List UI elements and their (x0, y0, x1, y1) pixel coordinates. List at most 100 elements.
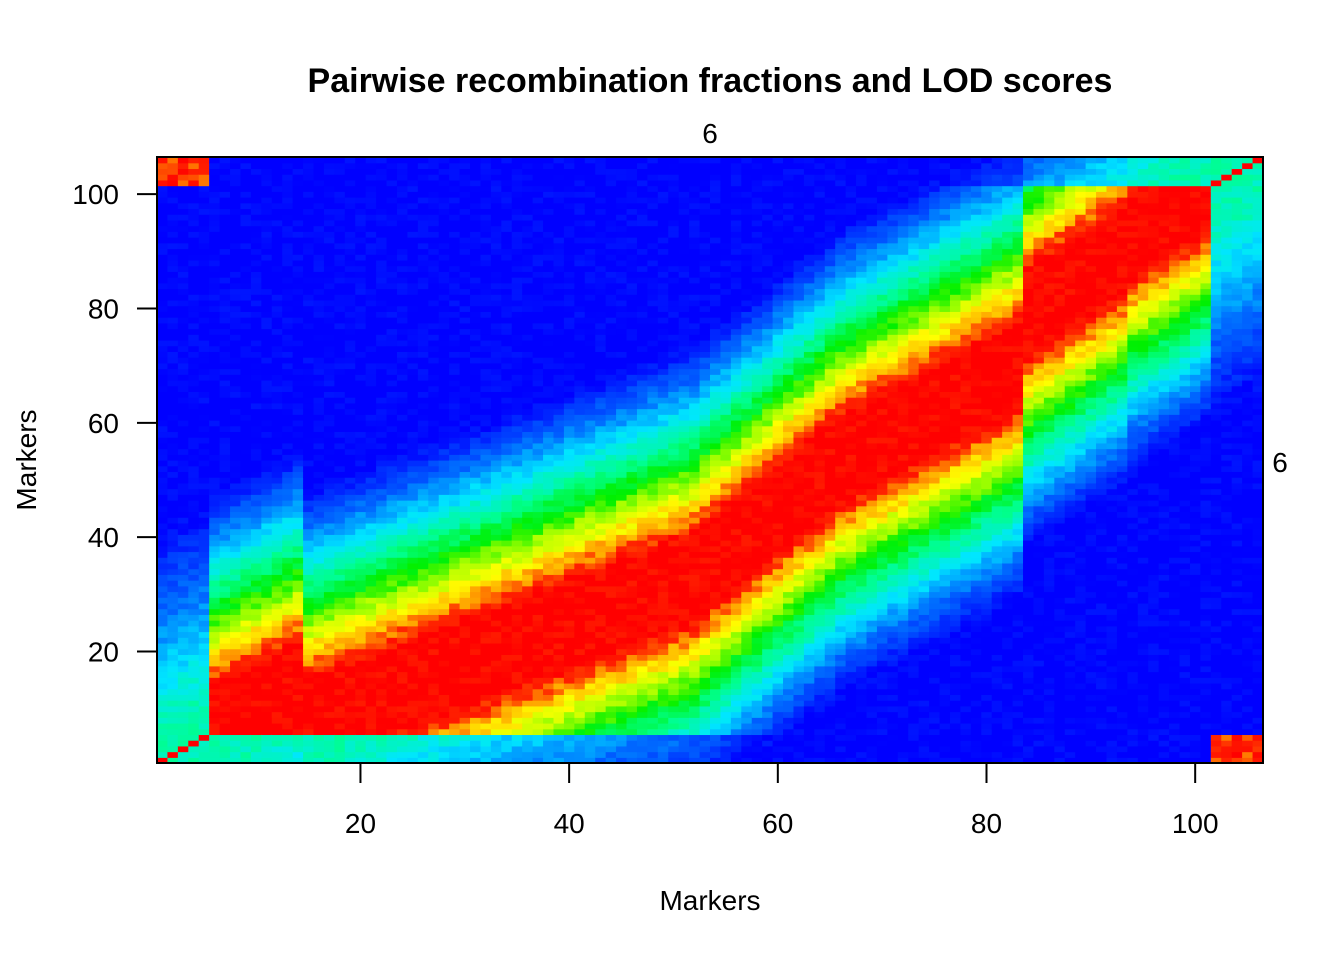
heatmap-cell (209, 225, 221, 232)
heatmap-cell (376, 705, 388, 713)
heatmap-cell (282, 705, 294, 713)
heatmap-cell (543, 442, 555, 450)
heatmap-cell (240, 402, 252, 410)
heatmap-cell (167, 591, 179, 598)
heatmap-cell (480, 745, 492, 753)
heatmap-cell (584, 317, 596, 324)
heatmap-cell (553, 174, 565, 181)
heatmap-cell (428, 648, 440, 655)
heatmap-cell (365, 351, 377, 358)
heatmap-cell (386, 625, 398, 633)
heatmap-cell (344, 454, 356, 461)
heatmap-cell (522, 219, 534, 227)
heatmap-cell (407, 311, 419, 318)
heatmap-cell (511, 191, 523, 198)
heatmap-cell (605, 757, 617, 764)
heatmap-cell (438, 580, 450, 587)
heatmap-cell (490, 728, 502, 736)
heatmap-cell (271, 665, 283, 673)
heatmap-cell (240, 745, 252, 753)
heatmap-cell (323, 568, 335, 575)
heatmap-cell (459, 362, 471, 370)
heatmap-cell (230, 700, 242, 707)
heatmap-cell (157, 214, 169, 221)
heatmap-cell (428, 580, 440, 587)
heatmap-cell (240, 391, 252, 398)
heatmap-cell (480, 437, 492, 444)
heatmap-cell (396, 517, 409, 524)
heatmap-cell (250, 425, 262, 433)
heatmap-cell (303, 374, 315, 381)
heatmap-cell (449, 208, 461, 215)
heatmap-cell (522, 500, 534, 507)
heatmap-cell (647, 700, 659, 707)
heatmap-cell (584, 362, 596, 370)
heatmap-cell (511, 740, 523, 747)
heatmap-cell (532, 500, 544, 507)
heatmap-cell (417, 225, 429, 232)
heatmap-cell (584, 305, 596, 312)
heatmap-cell (616, 562, 628, 570)
heatmap-cell (563, 608, 575, 615)
heatmap-cell (376, 722, 388, 730)
heatmap-cell (219, 471, 231, 478)
heatmap-cell (396, 608, 409, 615)
heatmap-cell (449, 528, 461, 535)
heatmap-cell (323, 545, 335, 553)
heatmap-cell (553, 225, 565, 232)
heatmap-cell (490, 460, 502, 467)
heatmap-cell (396, 357, 409, 364)
heatmap-cell (470, 357, 482, 364)
heatmap-cell (574, 511, 586, 518)
heatmap-cell (157, 379, 169, 387)
heatmap-cell (250, 717, 262, 724)
heatmap-cell (177, 402, 189, 410)
heatmap-cell (543, 237, 555, 244)
heatmap-cell (605, 660, 617, 667)
heatmap-cell (626, 225, 638, 232)
heatmap-cell (438, 745, 450, 753)
heatmap-cell (396, 602, 409, 610)
heatmap-cell (177, 231, 189, 238)
heatmap-cell (584, 219, 596, 227)
heatmap-cell (511, 500, 523, 507)
heatmap-cell (574, 237, 586, 244)
heatmap-cell (323, 637, 335, 644)
heatmap-cell (553, 402, 565, 410)
heatmap-cell (616, 242, 628, 250)
heatmap-cell (355, 494, 367, 501)
heatmap-cell (574, 419, 586, 427)
heatmap-cell (490, 500, 502, 507)
heatmap-cell (386, 185, 398, 192)
heatmap-cell (323, 265, 335, 272)
heatmap-cell (282, 442, 294, 450)
heatmap-cell (470, 694, 482, 701)
heatmap-cell (428, 305, 440, 312)
heatmap-cell (522, 751, 534, 758)
heatmap-cell (219, 728, 231, 736)
heatmap-cell (532, 677, 544, 684)
heatmap-cell (230, 614, 242, 621)
heatmap-cell (344, 254, 356, 261)
heatmap-cell (261, 625, 273, 633)
heatmap-cell (543, 608, 555, 615)
heatmap-cell (626, 185, 638, 192)
heatmap-cell (501, 602, 513, 610)
heatmap-cell (386, 191, 398, 198)
heatmap-cell (157, 631, 169, 638)
heatmap-cell (157, 408, 169, 415)
heatmap-cell (532, 351, 544, 358)
heatmap-cell (219, 248, 231, 255)
heatmap-cell (501, 562, 513, 570)
heatmap-cell (240, 425, 252, 433)
heatmap-cell (501, 654, 513, 661)
heatmap-cell (396, 179, 409, 187)
heatmap-cell (428, 299, 440, 307)
heatmap-cell (376, 511, 388, 518)
heatmap-cell (209, 322, 221, 330)
heatmap-cell (355, 368, 367, 375)
heatmap-cell (616, 694, 628, 701)
heatmap-cell (407, 339, 419, 347)
heatmap-cell (303, 540, 315, 547)
heatmap-cell (198, 191, 210, 198)
